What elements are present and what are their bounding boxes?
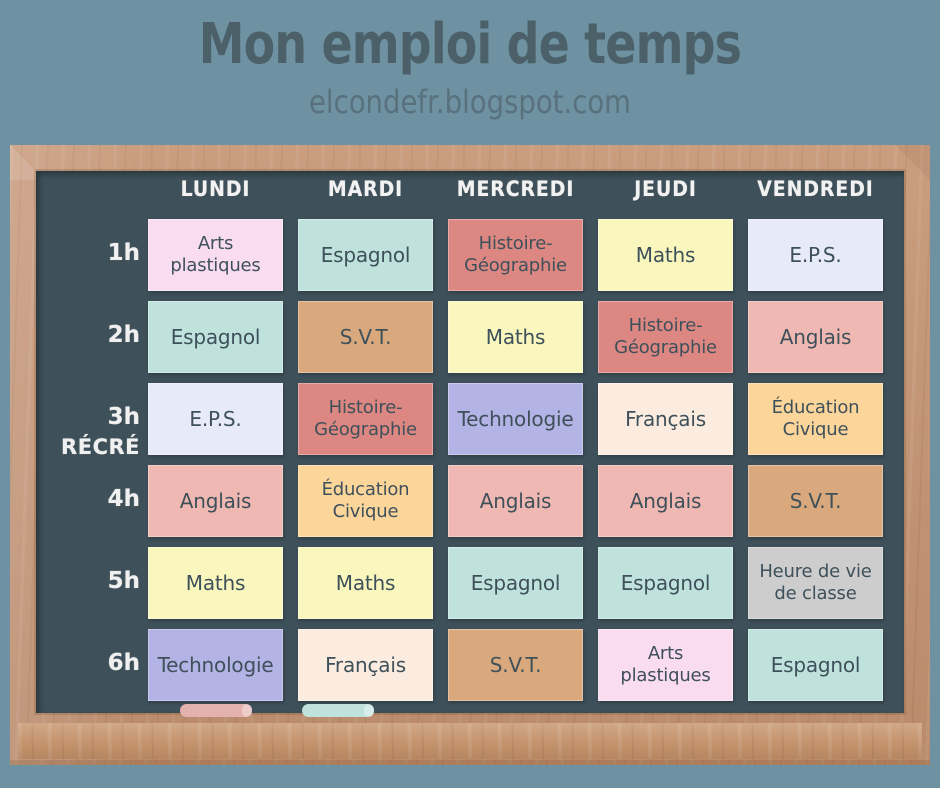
timetable-cell[interactable]: Maths bbox=[298, 547, 433, 619]
timetable-cell[interactable]: Histoire- Géographie bbox=[298, 383, 433, 455]
subject-label: Maths bbox=[635, 242, 696, 267]
timetable-cell[interactable]: Technologie bbox=[148, 629, 283, 701]
subject-label: Arts bbox=[647, 643, 684, 664]
timetable-cell[interactable]: Éducation Civique bbox=[298, 465, 433, 537]
subject-label: plastiques bbox=[620, 665, 711, 686]
subject-label: Civique bbox=[782, 419, 849, 440]
hour-label-6h: 6h bbox=[107, 650, 140, 676]
subject-label: de classe bbox=[774, 583, 857, 604]
subject-label: Éducation bbox=[771, 397, 860, 418]
timetable-cell[interactable]: Français bbox=[298, 629, 433, 701]
timetable: LUNDI MARDI MERCREDI JEUDI VENDREDI 1h 2h 3h 4h… bbox=[36, 171, 904, 713]
hour-label-5h: 5h bbox=[107, 568, 140, 594]
subject-label: Technologie bbox=[157, 652, 274, 677]
subject-label: E.P.S. bbox=[189, 406, 242, 431]
subject-label: Technologie bbox=[457, 406, 574, 431]
page-title: Mon emploi de temps bbox=[198, 12, 742, 77]
hour-label-1h: 1h bbox=[107, 240, 140, 266]
timetable-cell[interactable]: Anglais bbox=[448, 465, 583, 537]
timetable-cell[interactable]: Éducation Civique bbox=[748, 383, 883, 455]
timetable-cell[interactable]: Espagnol bbox=[598, 547, 733, 619]
page-subtitle: elcondefr.blogspot.com bbox=[309, 83, 631, 121]
break-label-recre: RÉCRÉ bbox=[61, 435, 140, 459]
subject-label: Histoire- bbox=[328, 397, 403, 418]
subject-label: Espagnol bbox=[320, 242, 411, 267]
timetable-cell[interactable]: E.P.S. bbox=[748, 219, 883, 291]
hour-label-2h: 2h bbox=[107, 322, 140, 348]
subject-label: Anglais bbox=[779, 324, 852, 349]
timetable-cell[interactable]: S.V.T. bbox=[298, 301, 433, 373]
day-header-lundi: LUNDI bbox=[180, 177, 251, 201]
subject-label: Anglais bbox=[629, 488, 702, 513]
timetable-cell[interactable]: Maths bbox=[448, 301, 583, 373]
subject-label: Espagnol bbox=[620, 570, 711, 595]
timetable-cell[interactable]: Histoire- Géographie bbox=[448, 219, 583, 291]
subject-label: Heure de vie bbox=[759, 561, 872, 582]
subject-label: Français bbox=[325, 652, 406, 677]
subject-label: Espagnol bbox=[170, 324, 261, 349]
timetable-cell[interactable]: E.P.S. bbox=[148, 383, 283, 455]
timetable-cell[interactable]: Espagnol bbox=[148, 301, 283, 373]
day-header-mardi: MARDI bbox=[327, 177, 404, 201]
subject-label: Maths bbox=[335, 570, 396, 595]
subject-label: Civique bbox=[332, 501, 399, 522]
subject-label: Histoire- bbox=[478, 233, 553, 254]
timetable-cell[interactable]: Espagnol bbox=[748, 629, 883, 701]
hour-label-3h: 3h bbox=[107, 404, 140, 430]
day-header-vendredi: VENDREDI bbox=[757, 177, 874, 201]
day-header-jeudi: JEUDI bbox=[634, 177, 697, 201]
chalk-stick-teal[interactable] bbox=[302, 704, 374, 717]
timetable-cell[interactable]: Anglais bbox=[598, 465, 733, 537]
timetable-cell[interactable]: Français bbox=[598, 383, 733, 455]
timetable-cell[interactable]: Heure de vie de classe bbox=[748, 547, 883, 619]
subject-label: Espagnol bbox=[470, 570, 561, 595]
subject-label: S.V.T. bbox=[789, 488, 842, 513]
subject-label: Éducation bbox=[321, 479, 410, 500]
subject-label: Géographie bbox=[614, 337, 717, 358]
timetable-cell[interactable]: Anglais bbox=[748, 301, 883, 373]
timetable-cell[interactable]: Maths bbox=[148, 547, 283, 619]
subject-label: S.V.T. bbox=[339, 324, 392, 349]
timetable-cell[interactable]: Arts plastiques bbox=[598, 629, 733, 701]
subject-label: plastiques bbox=[170, 255, 261, 276]
day-header-mercredi: MERCREDI bbox=[456, 177, 575, 201]
subject-label: E.P.S. bbox=[789, 242, 842, 267]
timetable-cell[interactable]: S.V.T. bbox=[448, 629, 583, 701]
timetable-day-header-row: LUNDI MARDI MERCREDI JEUDI VENDREDI bbox=[36, 171, 904, 211]
timetable-cell[interactable]: Espagnol bbox=[298, 219, 433, 291]
subject-label: Histoire- bbox=[628, 315, 703, 336]
chalk-ledge bbox=[18, 723, 922, 759]
subject-label: Géographie bbox=[314, 419, 417, 440]
subject-label: Maths bbox=[485, 324, 546, 349]
subject-label: Géographie bbox=[464, 255, 567, 276]
chalkboard-frame: LUNDI MARDI MERCREDI JEUDI VENDREDI 1h 2h 3h 4h… bbox=[10, 145, 930, 765]
timetable-cell[interactable]: S.V.T. bbox=[748, 465, 883, 537]
subject-label: Français bbox=[625, 406, 706, 431]
subject-label: Anglais bbox=[479, 488, 552, 513]
timetable-cell[interactable]: Arts plastiques bbox=[148, 219, 283, 291]
timetable-cell[interactable]: Anglais bbox=[148, 465, 283, 537]
subject-label: Maths bbox=[185, 570, 246, 595]
hour-label-4h: 4h bbox=[107, 486, 140, 512]
subject-label: Arts bbox=[197, 233, 234, 254]
chalk-stick-pink[interactable] bbox=[180, 704, 252, 717]
timetable-cell[interactable]: Espagnol bbox=[448, 547, 583, 619]
subject-label: S.V.T. bbox=[489, 652, 542, 677]
subject-label: Anglais bbox=[179, 488, 252, 513]
page-header: Mon emploi de temps elcondefr.blogspot.c… bbox=[0, 0, 940, 146]
subject-label: Espagnol bbox=[770, 652, 861, 677]
timetable-cell[interactable]: Histoire- Géographie bbox=[598, 301, 733, 373]
timetable-cell[interactable]: Technologie bbox=[448, 383, 583, 455]
timetable-cell[interactable]: Maths bbox=[598, 219, 733, 291]
